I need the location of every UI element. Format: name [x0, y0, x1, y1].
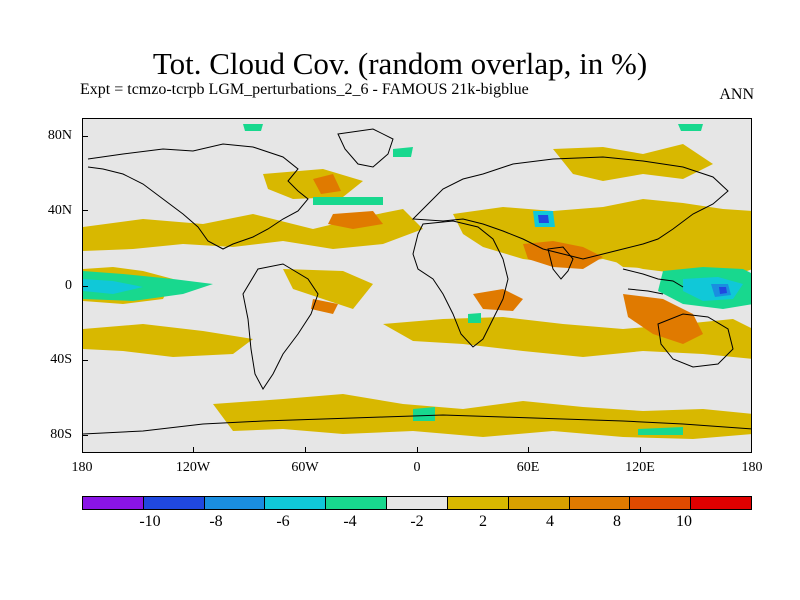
x-tick	[417, 447, 418, 453]
colorbar-label: -10	[139, 513, 161, 530]
colorbar-segment	[326, 497, 388, 509]
y-tick	[82, 360, 88, 361]
y-tick	[82, 286, 88, 287]
colorbar-label: -2	[410, 513, 424, 530]
colorbar-segment	[143, 497, 205, 509]
colorbar-label: -8	[209, 513, 223, 530]
y-label-80s: 80S	[50, 427, 72, 442]
x-label-180w: 180	[71, 460, 93, 475]
x-tick	[305, 447, 306, 453]
colorbar-segment	[83, 497, 144, 509]
colorbar	[82, 496, 752, 510]
colorbar-segment	[630, 497, 692, 509]
map-svg	[83, 124, 751, 439]
x-tick	[751, 447, 752, 453]
colorbar-segment	[265, 497, 327, 509]
coastlines	[83, 128, 751, 435]
colorbar-segment	[387, 497, 448, 509]
x-tick	[82, 447, 83, 453]
plot-title: Tot. Cloud Cov. (random overlap, in %)	[152, 46, 648, 81]
y-label-40s: 40S	[50, 352, 72, 367]
x-label-180e: 180	[741, 460, 763, 475]
y-tick	[82, 210, 88, 211]
colorbar-segment	[204, 497, 266, 509]
cloud-cover-map	[82, 118, 752, 453]
colorbar-segment	[691, 497, 751, 509]
x-label-60e: 60E	[516, 460, 540, 475]
colorbar-label: 4	[546, 513, 554, 530]
season-label: ANN	[719, 86, 754, 103]
x-label-60w: 60W	[291, 460, 319, 475]
x-tick	[528, 447, 529, 453]
negative-anomaly-layer	[83, 124, 751, 435]
colorbar-label: -4	[343, 513, 357, 530]
colorbar-label: 10	[676, 513, 692, 530]
x-label-120e: 120E	[625, 460, 655, 475]
colorbar-segment	[447, 497, 509, 509]
x-tick	[640, 447, 641, 453]
y-label-0: 0	[65, 278, 72, 293]
y-tick	[82, 435, 88, 436]
colorbar-label: -6	[276, 513, 290, 530]
positive-anomaly-layer	[83, 144, 751, 439]
x-label-120w: 120W	[175, 460, 211, 475]
colorbar-segment	[569, 497, 631, 509]
colorbar-label: 8	[613, 513, 621, 530]
colorbar-label: 2	[479, 513, 487, 530]
x-label-0: 0	[413, 460, 421, 475]
y-tick	[82, 136, 88, 137]
y-label-80n: 80N	[47, 128, 72, 143]
colorbar-segment	[508, 497, 570, 509]
experiment-subtitle: Expt = tcmzo-tcrpb LGM_perturbations_2_6…	[80, 81, 529, 98]
y-label-40n: 40N	[47, 203, 72, 218]
x-tick	[193, 447, 194, 453]
